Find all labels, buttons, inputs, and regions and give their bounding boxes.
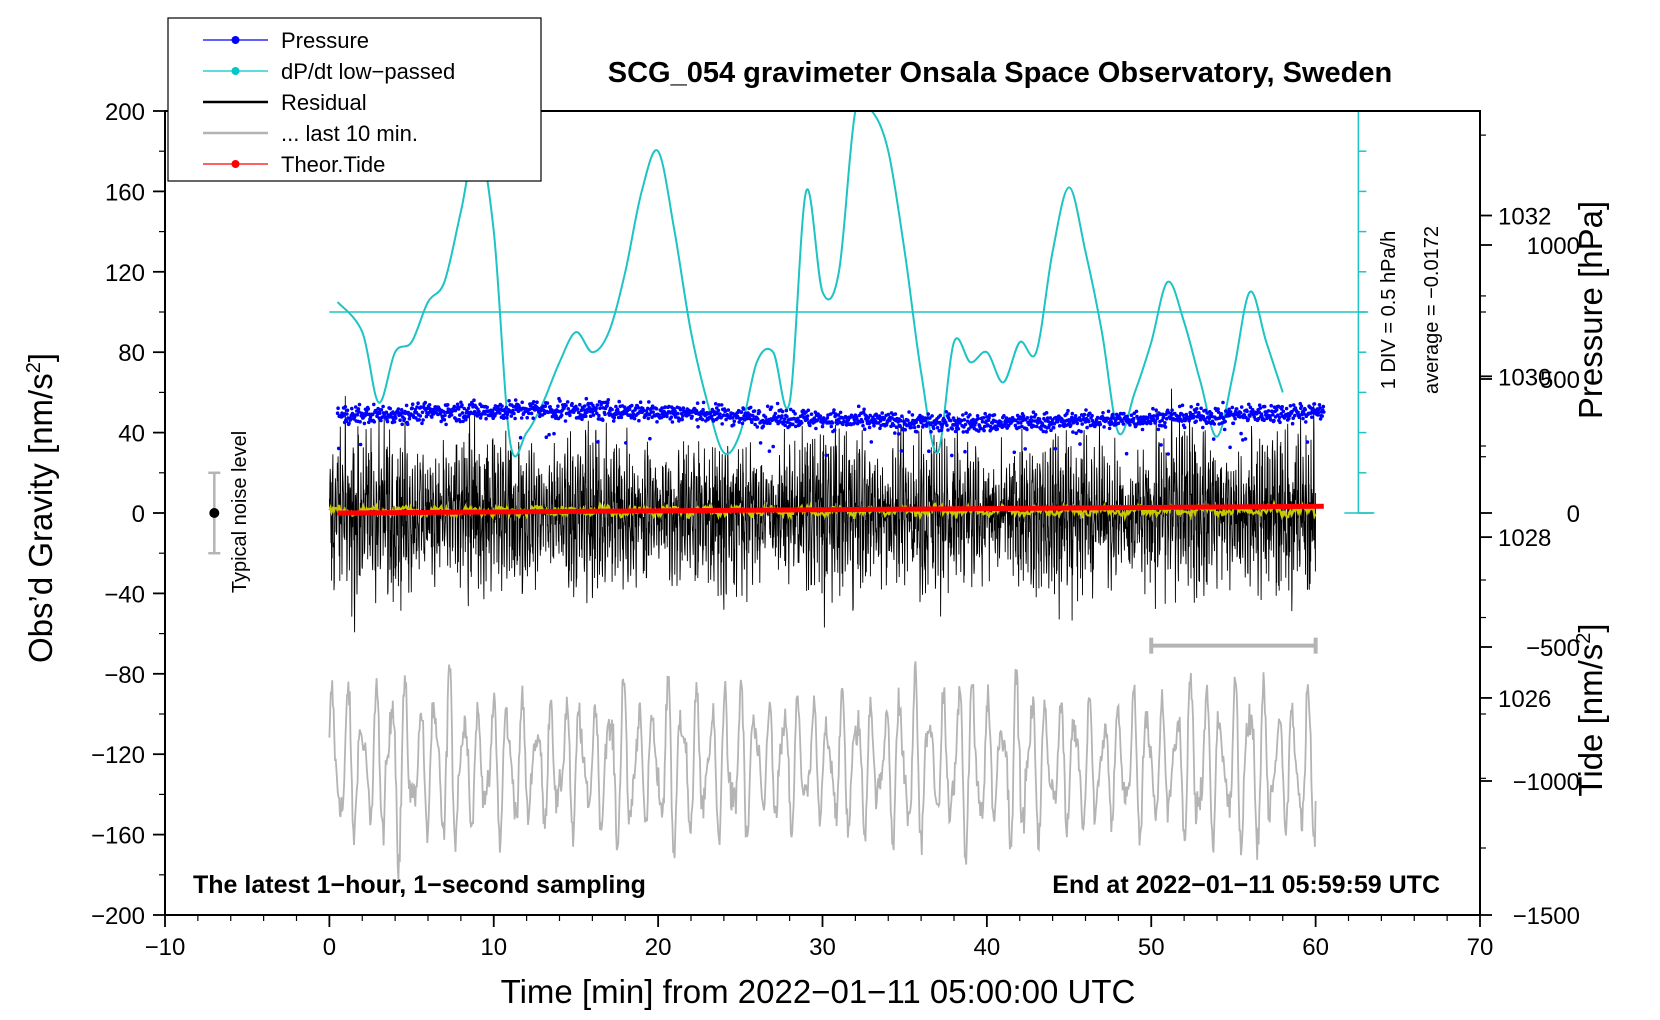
- y-tick-label: 80: [118, 340, 145, 367]
- dpdt-series: [329, 111, 1369, 458]
- tide-tick-label: −500: [1526, 635, 1580, 662]
- pressure-series: [335, 396, 1326, 458]
- last-10-min-line: [328, 661, 1317, 880]
- y-tick-label: 200: [105, 99, 145, 126]
- legend-label: Residual: [281, 90, 367, 115]
- y-tick-label: −120: [91, 742, 145, 769]
- pressure-points: [335, 396, 1326, 458]
- x-tick-label: −10: [145, 934, 186, 961]
- annotation-sampling: The latest 1−hour, 1−second sampling: [193, 871, 646, 899]
- y-tick-label: 160: [105, 179, 145, 206]
- y-axis-label-tide: Tide [nm/s2]: [1572, 623, 1609, 796]
- y-tick-label: 120: [105, 260, 145, 287]
- y-tick-label: −40: [104, 581, 145, 608]
- x-tick-label: 10: [480, 934, 507, 961]
- legend-marker: [231, 36, 240, 44]
- residual-series: [328, 388, 1317, 633]
- y-axis-label-tide-text: Tide [nm/s: [1572, 644, 1609, 797]
- y-tick-label: −80: [104, 662, 145, 689]
- y-tick-label: −160: [91, 823, 145, 850]
- legend-entries: Pressure dP/dt low−passed Residual ... last…: [203, 28, 455, 177]
- dpdt-average-label: average = −0.0172: [1421, 226, 1443, 394]
- y-axis-label-gravity-sup: 2: [23, 362, 45, 373]
- dpdt-scale-label: 1 DIV = 0.5 hPa/h: [1378, 231, 1400, 389]
- annotation-end-time: End at 2022−01−11 05:59:59 UTC: [1052, 871, 1440, 899]
- y-tick-label: −200: [91, 903, 145, 930]
- pressure-tick-label: 1030: [1498, 364, 1551, 391]
- tide-tick-label: −1500: [1513, 903, 1580, 930]
- dpdt-line: [336, 111, 1284, 458]
- x-axis-label: Time [min] from 2022−01−11 05:00:00 UTC: [501, 973, 1136, 1010]
- x-tick-label: 50: [1138, 934, 1165, 961]
- y-axis-label-pressure: Pressure [hPa]: [1572, 201, 1609, 419]
- pressure-tick-label: 1032: [1498, 204, 1551, 231]
- legend-label: Pressure: [281, 28, 369, 53]
- x-tick-label: 30: [809, 934, 836, 961]
- noise-level-label: Typical noise level: [229, 431, 251, 593]
- pressure-tick-label: 1026: [1498, 686, 1551, 713]
- legend-label: dP/dt low−passed: [281, 59, 455, 84]
- x-tick-label: 70: [1467, 934, 1494, 961]
- tide-line: [337, 503, 1324, 516]
- legend-marker: [231, 160, 240, 168]
- y-axis-label-gravity: Obs’d Gravity [nm/s2]: [22, 353, 59, 663]
- noise-bar-dot: [209, 508, 220, 518]
- pressure-tick-label: 1028: [1498, 525, 1551, 552]
- y-tick-label: 40: [118, 421, 145, 448]
- x-tick-label: 20: [645, 934, 672, 961]
- legend-marker: [231, 67, 240, 75]
- legend-box: [167, 17, 542, 182]
- theoretical-tide-series: [337, 503, 1324, 516]
- tide-tick-label: 0: [1567, 501, 1580, 528]
- axes: −10 0 10 20 30 40 50 60 70 −200 −160 −120 −80 −40 0 40 8…: [91, 99, 1580, 961]
- residual-line: [328, 388, 1317, 633]
- x-tick-label: 60: [1302, 934, 1329, 961]
- y-axis-label-tide-end: ]: [1572, 623, 1609, 632]
- chart-extras: [208, 110, 1375, 654]
- legend-label: ... last 10 min.: [281, 121, 418, 146]
- legend-label: Theor.Tide: [281, 152, 385, 177]
- chart-title: SCG_054 gravimeter Onsala Space Observat…: [608, 57, 1392, 89]
- last-10-min-series: [328, 661, 1317, 880]
- tide-tick-label: 500: [1540, 367, 1580, 394]
- y-axis-label-gravity-end: ]: [22, 353, 59, 362]
- y-tick-label: 0: [132, 501, 145, 528]
- x-tick-label: 0: [323, 934, 336, 961]
- y-axis-label-gravity-text: Obs’d Gravity [nm/s: [22, 373, 59, 663]
- y-axis-label-tide-sup: 2: [1573, 633, 1595, 644]
- legend: Pressure dP/dt low−passed Residual ... last…: [167, 17, 542, 182]
- tide-tick-label: 1000: [1527, 233, 1580, 260]
- x-tick-label: 40: [974, 934, 1001, 961]
- tide-tick-label: −1000: [1513, 769, 1580, 796]
